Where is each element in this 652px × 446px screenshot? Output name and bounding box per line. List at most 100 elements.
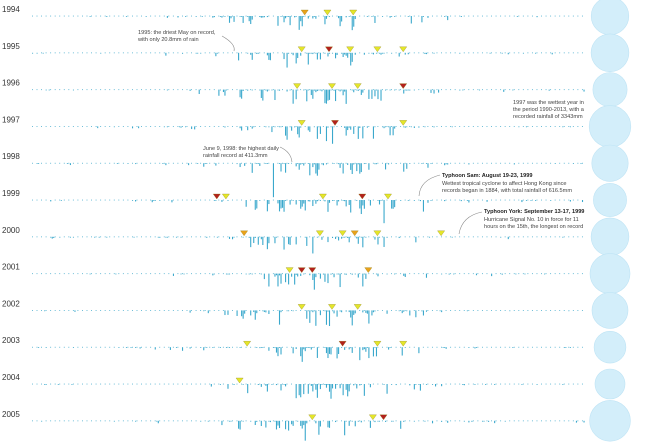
daily-rain-bar <box>171 200 173 203</box>
daily-rain-bar <box>525 200 528 201</box>
daily-rain-bar <box>116 163 118 164</box>
daily-rain-bar <box>342 384 344 396</box>
trace-rain-mark <box>291 89 292 91</box>
trace-rain-mark <box>386 52 388 54</box>
daily-rain-bar <box>391 420 393 422</box>
daily-rain-bar <box>159 236 161 238</box>
daily-rain-bar <box>418 384 420 385</box>
trace-rain-mark <box>222 236 224 238</box>
trace-rain-mark <box>150 162 152 164</box>
daily-rain-bar <box>230 420 232 422</box>
trace-rain-mark <box>32 383 33 385</box>
daily-rain-bar <box>304 236 306 238</box>
trace-rain-mark <box>545 346 547 348</box>
daily-rain-bar <box>363 384 365 396</box>
daily-rain-bar <box>159 200 161 201</box>
daily-rain-bar <box>203 347 205 351</box>
daily-rain-bar <box>225 347 228 348</box>
daily-rain-bar <box>307 163 309 164</box>
trace-rain-mark <box>259 236 261 238</box>
trace-rain-mark <box>241 346 242 348</box>
trace-rain-mark <box>404 383 406 385</box>
trace-rain-mark <box>136 420 138 422</box>
daily-rain-bar <box>348 200 350 205</box>
typhoon-marker <box>346 46 355 53</box>
trace-rain-mark <box>522 89 524 91</box>
trace-rain-mark <box>213 52 215 54</box>
trace-rain-mark <box>495 52 497 54</box>
daily-rain-bar <box>200 420 202 422</box>
daily-rain-bar <box>444 16 446 17</box>
typhoon-marker <box>379 414 388 421</box>
trace-rain-mark <box>304 15 306 17</box>
daily-rain-bar <box>312 163 314 168</box>
trace-rain-mark <box>231 199 233 201</box>
trace-rain-mark <box>86 273 88 275</box>
trace-rain-mark <box>454 89 456 91</box>
trace-rain-mark <box>204 52 206 54</box>
trace-rain-mark <box>186 89 188 91</box>
trace-rain-mark <box>91 126 92 127</box>
trace-rain-mark <box>513 52 515 54</box>
daily-rain-bar <box>333 200 335 201</box>
daily-rain-bar <box>309 200 311 202</box>
annotation-line: with only 20.8mm of rain <box>137 37 199 43</box>
trace-rain-mark <box>486 52 488 54</box>
trace-rain-mark <box>195 126 197 127</box>
trace-rain-mark <box>254 15 256 17</box>
daily-rain-bar <box>51 236 53 239</box>
daily-rain-bar <box>354 273 356 275</box>
trace-rain-mark <box>204 420 206 422</box>
daily-rain-bar <box>239 347 241 348</box>
trace-rain-mark <box>136 89 138 91</box>
daily-rain-bar <box>468 420 470 423</box>
annual-bubble-1994 <box>590 0 630 36</box>
daily-rain-bar <box>236 310 238 316</box>
trace-rain-mark <box>395 273 397 275</box>
daily-rain-bar <box>228 420 231 422</box>
daily-rain-bar <box>247 126 249 131</box>
trace-rain-mark <box>441 162 442 164</box>
trace-rain-mark <box>150 52 152 54</box>
trace-rain-mark <box>172 126 174 127</box>
trace-rain-mark <box>241 199 242 201</box>
daily-rain-bar <box>483 420 485 422</box>
daily-rain-bar <box>377 273 379 277</box>
daily-rain-bar <box>303 89 305 91</box>
trace-rain-mark <box>281 236 283 238</box>
daily-rain-bar <box>115 273 117 275</box>
daily-rain-bar <box>404 126 406 128</box>
trace-rain-mark <box>477 126 479 127</box>
daily-rain-bar <box>319 310 321 316</box>
daily-rain-bar <box>268 236 270 244</box>
daily-rain-bar <box>260 384 262 387</box>
daily-rain-bar <box>298 16 300 30</box>
annotation-leader <box>458 211 483 235</box>
trace-rain-mark <box>441 346 442 348</box>
trace-rain-mark <box>186 126 188 127</box>
year-row-2001: 2001 <box>2 263 583 290</box>
daily-rain-bar <box>316 347 318 358</box>
trace-rain-mark <box>63 236 65 238</box>
trace-rain-mark <box>468 15 470 17</box>
daily-rain-bar <box>131 200 134 201</box>
daily-rain-bar <box>313 163 315 165</box>
daily-rain-bar <box>278 273 281 276</box>
trace-rain-mark <box>177 162 179 164</box>
trace-rain-mark <box>281 273 283 275</box>
daily-rain-bar <box>221 420 223 426</box>
daily-rain-bar <box>353 16 355 27</box>
trace-rain-mark <box>159 383 161 385</box>
daily-rain-bar <box>295 163 297 167</box>
daily-rain-bar <box>300 347 302 357</box>
daily-rain-bar <box>275 273 278 276</box>
daily-rain-bar <box>274 126 276 128</box>
daily-rain-bar <box>185 16 187 17</box>
annual-bubble-2001 <box>589 253 631 294</box>
trace-rain-mark <box>127 126 129 127</box>
trace-rain-mark <box>491 126 492 127</box>
trace-rain-mark <box>536 162 538 164</box>
daily-rain-bar <box>280 16 282 17</box>
trace-rain-mark <box>181 236 183 238</box>
daily-rain-bar <box>350 310 352 318</box>
